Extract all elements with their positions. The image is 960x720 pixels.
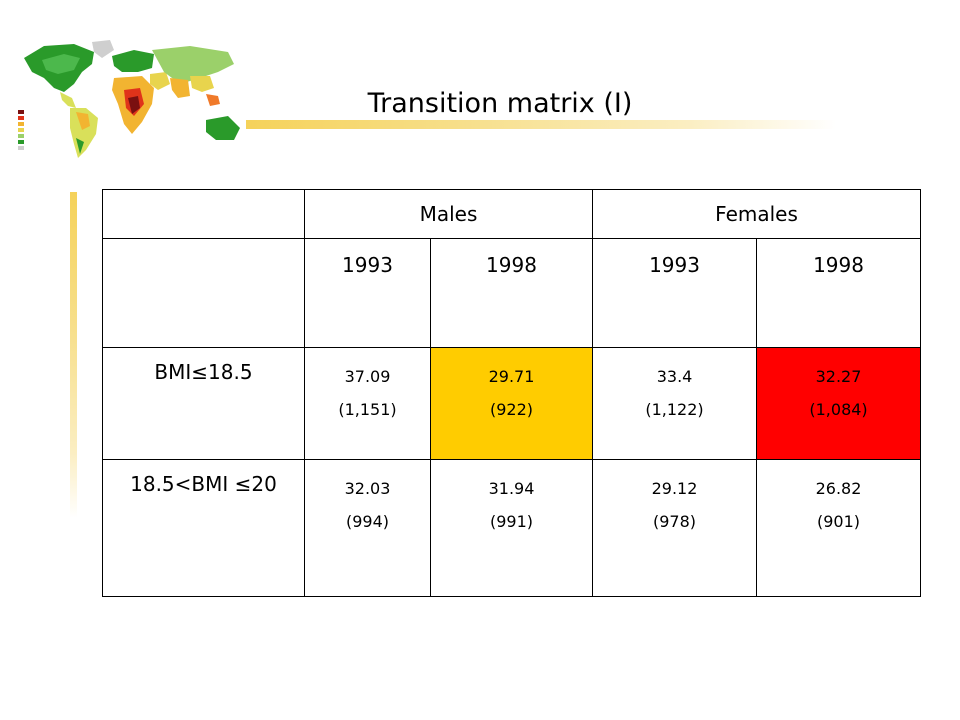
count-value: (901)	[817, 512, 861, 531]
data-cell: 31.94 (991)	[429, 459, 594, 597]
year-header: 1993	[592, 238, 758, 348]
percentage-value: 32.27	[815, 367, 862, 386]
row-label: 18.5<BMI ≤20	[130, 472, 277, 496]
count-value: (1,122)	[645, 400, 704, 419]
percentage-value: 32.03	[344, 479, 391, 498]
data-cell: 37.09 (1,151)	[304, 347, 431, 460]
data-cell: 32.03 (994)	[304, 459, 431, 597]
row-label: BMI≤18.5	[154, 360, 253, 384]
percentage-value: 26.82	[815, 479, 862, 498]
percentage-value: 29.12	[651, 479, 698, 498]
left-accent-bar	[70, 192, 77, 518]
table-header-years-row: 1993 1998 1993 1998	[102, 238, 922, 348]
percentage-value: 29.71	[488, 367, 535, 386]
percentage-value: 33.4	[656, 367, 693, 386]
row-label-cell: 18.5<BMI ≤20	[102, 459, 305, 597]
percentage-value: 31.94	[488, 479, 535, 498]
data-cell: 33.4 (1,122)	[592, 347, 758, 460]
count-value: (978)	[653, 512, 697, 531]
data-cell: 29.12 (978)	[592, 459, 758, 597]
data-cell-highlight-yellow: 29.71 (922)	[429, 347, 594, 460]
empty-label-cell	[102, 238, 305, 348]
group-header-males: Males	[303, 189, 594, 239]
year-header: 1998	[756, 238, 922, 348]
group-header-females: Females	[592, 189, 922, 239]
percentage-value: 37.09	[344, 367, 391, 386]
world-map-image	[18, 40, 240, 158]
year-header: 1993	[304, 238, 431, 348]
count-value: (922)	[489, 400, 534, 419]
table-row: BMI≤18.5 37.09 (1,151) 29.71 (922) 33.4 …	[102, 347, 922, 460]
data-cell-highlight-red: 32.27 (1,084)	[756, 347, 922, 460]
data-cell: 26.82 (901)	[756, 459, 922, 597]
slide-title: Transition matrix (I)	[367, 88, 633, 119]
title-accent-bar	[246, 120, 836, 129]
count-value: (1,151)	[338, 400, 397, 419]
count-value: (994)	[345, 512, 390, 531]
transition-matrix-table: Males Females 1993 1998 1993 1998 BMI≤18…	[102, 189, 922, 597]
year-header: 1998	[429, 238, 594, 348]
count-value: (1,084)	[809, 400, 868, 419]
table-header-groups-row: Males Females	[102, 189, 922, 239]
empty-corner-cell	[102, 189, 305, 239]
table-row: 18.5<BMI ≤20 32.03 (994) 31.94 (991) 29.…	[102, 459, 922, 597]
row-label-cell: BMI≤18.5	[102, 347, 305, 460]
count-value: (991)	[489, 512, 534, 531]
